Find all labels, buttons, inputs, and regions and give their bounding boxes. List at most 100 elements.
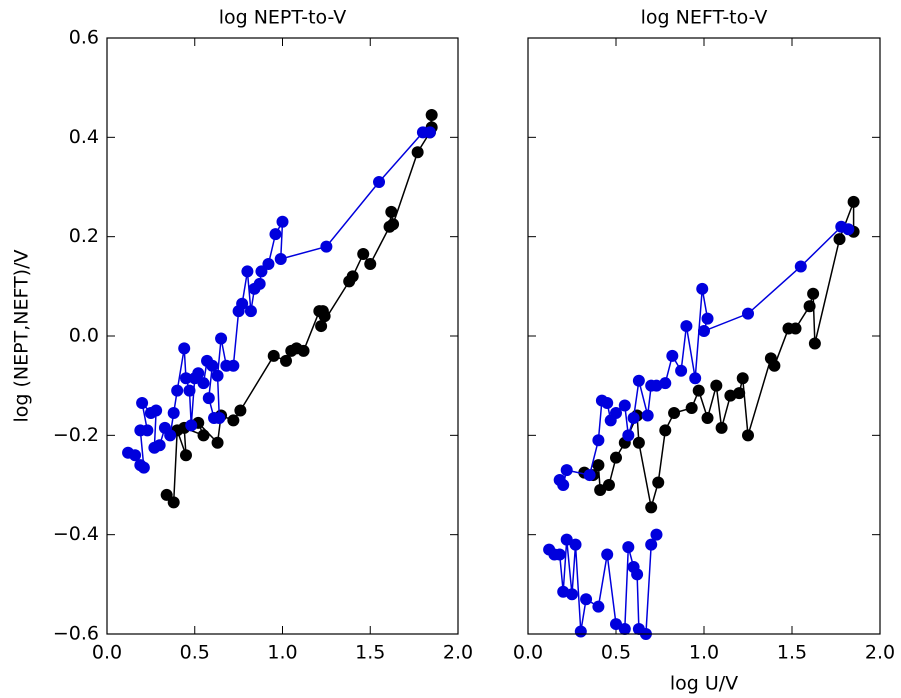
series-line: [166, 114, 433, 505]
chart-title: log NEFT-to-V: [641, 7, 768, 29]
y-tick-label: 0.4: [69, 126, 99, 148]
data-point: [129, 449, 142, 462]
data-point: [645, 501, 658, 514]
series-line: [559, 225, 849, 487]
data-point: [685, 402, 698, 415]
y-tick-label: −0.6: [53, 623, 99, 645]
data-point: [592, 459, 605, 472]
data-point: [227, 414, 240, 427]
data-point: [659, 377, 672, 390]
data-point: [364, 257, 377, 270]
data-point: [423, 126, 436, 139]
data-point: [267, 349, 280, 362]
data-point: [710, 379, 723, 392]
data-point: [213, 411, 226, 424]
data-point: [197, 377, 210, 390]
data-point: [274, 253, 287, 266]
data-point: [557, 479, 570, 491]
data-point: [622, 429, 635, 442]
data-point: [580, 593, 593, 606]
data-point: [601, 548, 614, 561]
data-point: [650, 528, 663, 541]
data-point: [675, 364, 688, 377]
data-point: [206, 359, 219, 372]
data-point: [136, 397, 149, 410]
data-point: [632, 374, 645, 387]
data-point: [794, 260, 807, 273]
data-point: [183, 384, 196, 397]
x-tick-label: 0.5: [180, 642, 210, 664]
data-point: [659, 424, 672, 437]
data-point: [215, 332, 228, 345]
data-point: [742, 429, 754, 442]
data-point: [178, 342, 191, 355]
data-point: [610, 618, 622, 631]
data-point: [167, 406, 180, 419]
data-point: [411, 146, 424, 159]
data-point: [566, 588, 578, 601]
data-point: [645, 538, 658, 551]
data-point: [241, 265, 254, 278]
data-point: [211, 436, 224, 449]
data-point: [236, 297, 249, 310]
data-point: [373, 176, 386, 189]
data-point: [164, 429, 177, 442]
data-point: [153, 439, 166, 452]
data-point: [701, 411, 714, 424]
data-point: [583, 469, 596, 482]
data-point: [698, 325, 710, 338]
data-point: [618, 623, 631, 636]
series-line: [548, 534, 658, 636]
data-point: [253, 277, 266, 290]
data-point: [680, 320, 693, 333]
x-tick-label: 1.5: [355, 642, 385, 664]
data-point: [202, 392, 215, 405]
chart-title: log NEPT-to-V: [219, 7, 347, 29]
data-point: [652, 476, 665, 489]
data-point: [315, 320, 328, 333]
data-point: [807, 287, 820, 300]
data-point: [234, 404, 247, 417]
data-point: [197, 429, 210, 442]
data-point: [171, 384, 184, 397]
data-point: [244, 305, 257, 318]
x-tick-label: 0.0: [92, 642, 122, 664]
data-point: [715, 421, 728, 434]
data-point: [610, 406, 622, 419]
data-point: [847, 195, 860, 208]
data-point: [627, 411, 640, 424]
data-point: [666, 349, 679, 362]
y-tick-label: −0.4: [53, 523, 99, 545]
data-point: [736, 372, 749, 385]
plot-frame: [106, 37, 459, 635]
data-point: [560, 464, 573, 477]
data-point: [602, 479, 615, 491]
data-point: [269, 228, 282, 241]
data-point: [622, 541, 635, 554]
data-point: [768, 359, 781, 372]
data-point: [185, 419, 198, 432]
data-point: [262, 257, 275, 270]
data-point: [320, 240, 333, 253]
data-point: [357, 248, 370, 261]
data-point: [425, 108, 438, 121]
data-point: [632, 436, 645, 449]
data-point: [631, 568, 644, 581]
data-point: [592, 434, 605, 447]
x-tick-label: 2.0: [443, 642, 473, 664]
data-point: [179, 449, 192, 462]
x-tick-label: 1.5: [777, 642, 807, 664]
data-point: [789, 322, 802, 335]
y-tick-label: 0.0: [69, 325, 99, 347]
data-point: [276, 215, 289, 228]
data-point: [387, 218, 400, 231]
data-point: [641, 409, 654, 422]
data-point: [808, 337, 821, 350]
y-axis-label: log (NEPT,NEFT)/V: [11, 250, 33, 423]
data-point: [692, 384, 705, 397]
data-point: [610, 451, 622, 464]
x-tick-label: 1.0: [689, 642, 719, 664]
x-tick-label: 2.0: [865, 642, 895, 664]
data-point: [318, 310, 331, 323]
